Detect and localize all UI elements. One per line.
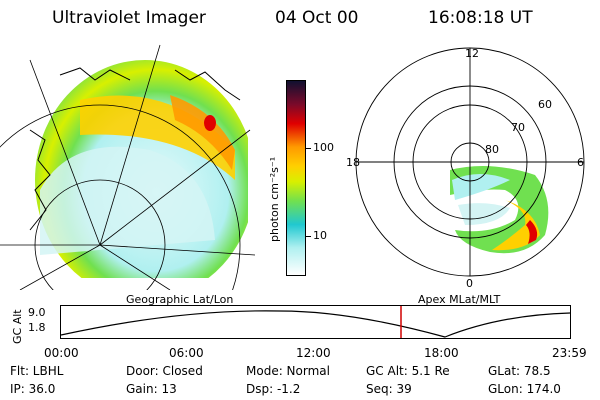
mlt-label-0: 0 [466, 277, 473, 290]
lat-label-60: 60 [538, 98, 552, 111]
dsp-info: Dsp: -1.2 [246, 382, 301, 396]
left-panel-label: Geographic Lat/Lon [126, 293, 234, 306]
filter-info: Flt: LBHL [10, 364, 64, 378]
timeline-plot [60, 305, 571, 339]
date-label: 04 Oct 00 [275, 8, 359, 28]
mlt-label-18: 18 [346, 156, 360, 169]
gcalt-info: GC Alt: 5.1 Re [366, 364, 450, 378]
glon-info: GLon: 174.0 [488, 382, 561, 396]
altitude-curve [60, 310, 571, 338]
timeline-ytick-high: 9.0 [28, 306, 46, 319]
lat-label-70: 70 [511, 121, 525, 134]
timeline-xtick-0000: 00:00 [44, 346, 79, 360]
timeline-ylabel: GC Alt [11, 309, 24, 344]
colorbar-label: photon cm⁻²s⁻¹ [268, 156, 281, 242]
mode-info: Mode: Normal [246, 364, 330, 378]
colorbar-tick-100: 100 [313, 141, 334, 154]
time-label: 16:08:18 UT [428, 8, 533, 28]
timeline-xtick-1200: 12:00 [296, 346, 331, 360]
app-title: Ultraviolet Imager [52, 8, 206, 28]
timeline-xtick-2359: 23:59 [552, 346, 587, 360]
door-info: Door: Closed [126, 364, 203, 378]
polar-grid [355, 47, 585, 277]
colorbar [286, 80, 306, 276]
timeline-xtick-1800: 18:00 [424, 346, 459, 360]
seq-info: Seq: 39 [366, 382, 412, 396]
geographic-image [0, 44, 256, 290]
aurora-oval [450, 166, 549, 254]
right-panel-label: Apex MLat/MLT [418, 293, 501, 306]
timeline-xtick-0600: 06:00 [169, 346, 204, 360]
gain-info: Gain: 13 [126, 382, 177, 396]
timeline-ytick-low: 1.8 [28, 321, 46, 334]
mlt-label-12: 12 [465, 47, 479, 60]
glat-info: GLat: 78.5 [488, 364, 551, 378]
geo-grid [0, 44, 256, 290]
polar-plot [355, 47, 585, 277]
coastline [29, 67, 241, 231]
mlt-label-6: 6 [577, 156, 584, 169]
ip-info: IP: 36.0 [10, 382, 56, 396]
colorbar-tick-10: 10 [313, 229, 327, 242]
lat-label-80: 80 [485, 143, 499, 156]
